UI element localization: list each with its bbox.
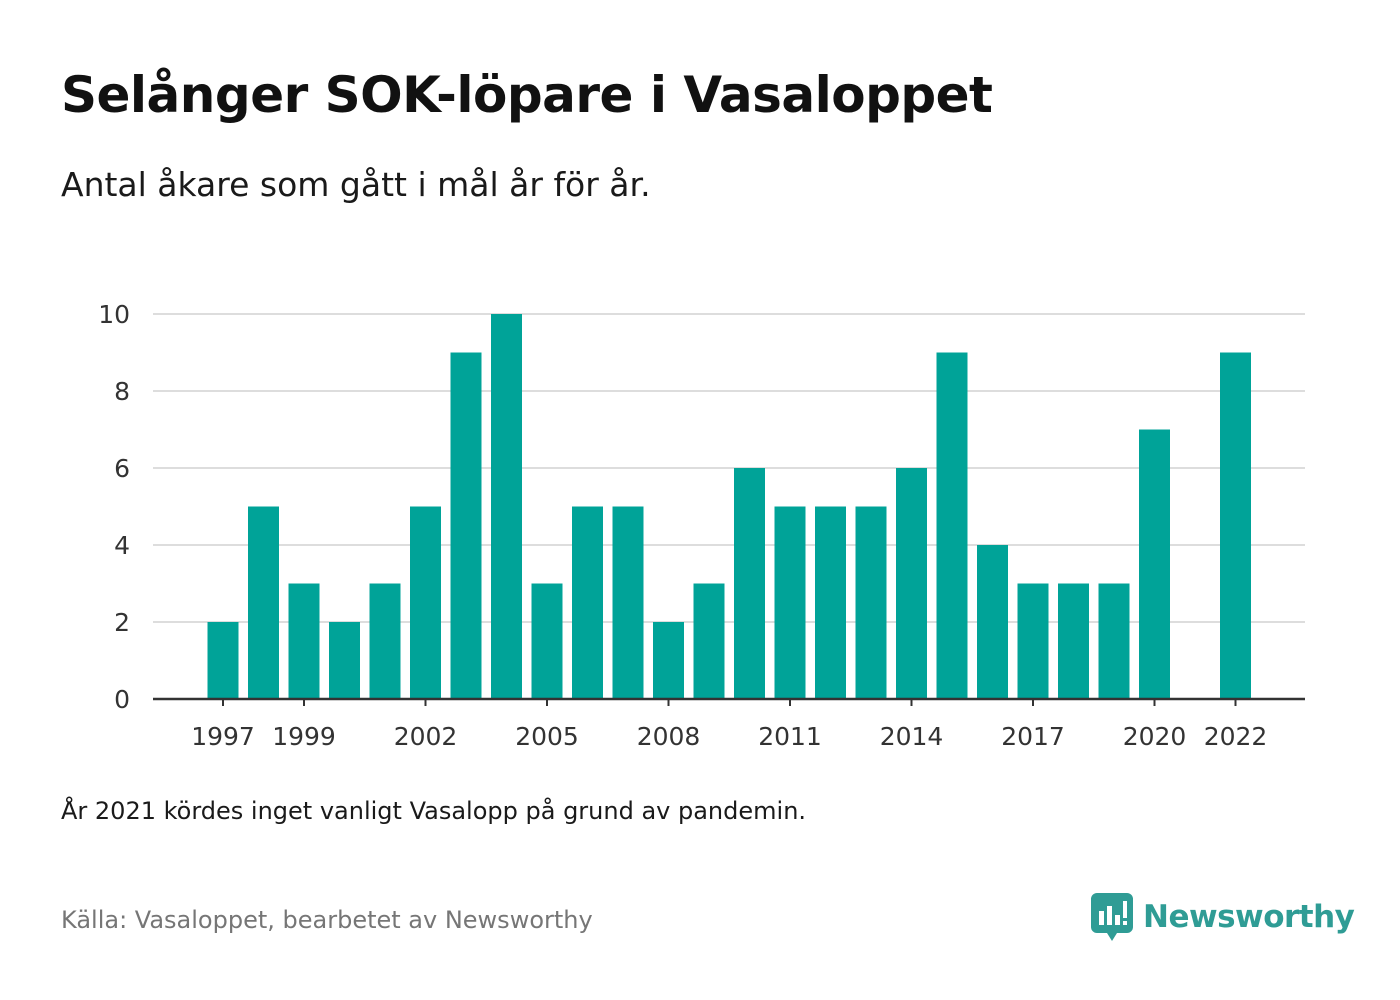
bar-2002 — [410, 506, 441, 699]
x-tick-label: 2005 — [515, 722, 579, 751]
y-tick-label: 2 — [114, 608, 130, 637]
y-tick-label: 0 — [114, 685, 130, 714]
logo-text: Newsworthy — [1143, 899, 1355, 935]
bar-2009 — [693, 583, 725, 699]
bar-2015 — [936, 352, 968, 699]
bar-2003 — [450, 352, 482, 699]
chart-note: År 2021 kördes inget vanligt Vasalopp på… — [61, 797, 807, 825]
newsworthy-logo[interactable]: Newsworthy — [1091, 892, 1355, 942]
bar-2013 — [855, 506, 887, 699]
bar-2018 — [1058, 583, 1089, 699]
bar-2016 — [977, 545, 1008, 699]
x-tick-label: 2002 — [394, 722, 458, 751]
source-text: Källa: Vasaloppet, bearbetet av Newswort… — [61, 906, 593, 934]
bar-2001 — [369, 583, 401, 699]
x-tick-label: 2017 — [1001, 722, 1065, 751]
x-tick-label: 2022 — [1204, 722, 1268, 751]
y-tick-label: 10 — [98, 300, 130, 329]
bar-1999 — [288, 583, 320, 699]
bar-2022 — [1220, 352, 1251, 699]
bar-2019 — [1098, 583, 1130, 699]
bar-2017 — [1017, 583, 1049, 699]
x-tick-label: 1999 — [272, 722, 336, 751]
bar-2004 — [491, 314, 522, 699]
bar-2000 — [329, 622, 360, 699]
x-tick-label: 2011 — [758, 722, 822, 751]
x-tick-label: 2020 — [1123, 722, 1187, 751]
x-tick-label: 2008 — [637, 722, 701, 751]
bar-1997 — [207, 622, 239, 699]
bar-2014 — [896, 468, 927, 699]
chart-title: Selånger SOK-löpare i Vasaloppet — [61, 66, 993, 124]
y-tick-label: 8 — [114, 377, 130, 406]
y-tick-label: 4 — [114, 531, 130, 560]
bar-1998 — [248, 506, 279, 699]
bar-2020 — [1139, 429, 1170, 699]
chart-subtitle: Antal åkare som gått i mål år för år. — [61, 165, 651, 204]
bar-2010 — [734, 468, 765, 699]
bar-2012 — [815, 506, 846, 699]
newsworthy-logo-icon — [1091, 893, 1133, 941]
bar-2007 — [612, 506, 644, 699]
bar-2005 — [531, 583, 563, 699]
bar-2006 — [572, 506, 603, 699]
x-tick-label: 1997 — [191, 722, 255, 751]
y-tick-label: 6 — [114, 454, 130, 483]
bar-2011 — [774, 506, 806, 699]
bar-2008 — [653, 622, 684, 699]
x-tick-label: 2014 — [880, 722, 944, 751]
